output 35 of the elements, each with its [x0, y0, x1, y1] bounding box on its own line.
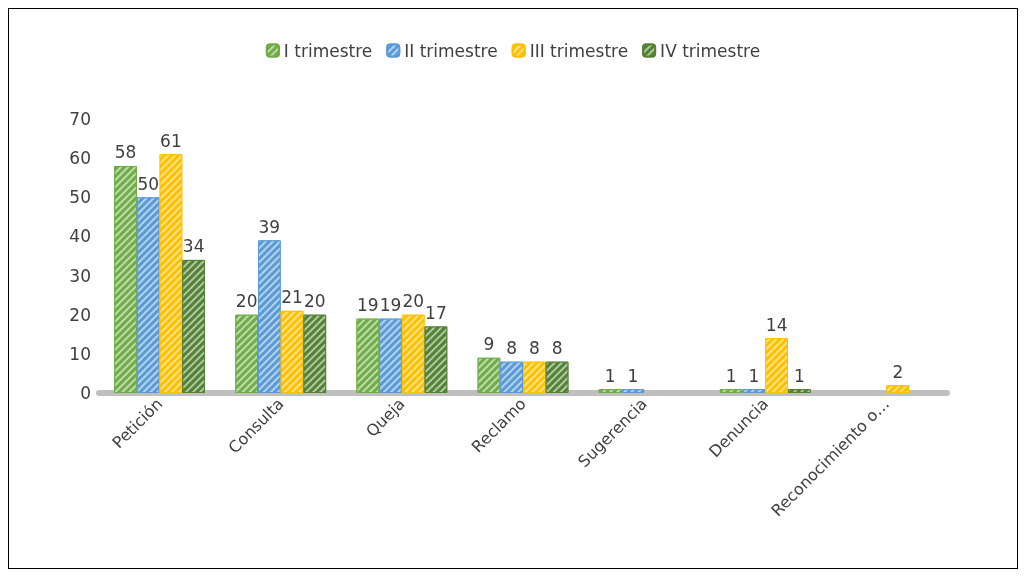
data-label: 1 [604, 365, 616, 386]
y-tick-label: 20 [69, 304, 91, 325]
y-tick-label: 10 [69, 343, 91, 364]
y-tick-label: 60 [69, 148, 91, 169]
legend-label: II trimestre [404, 40, 498, 61]
data-label: 20 [402, 291, 425, 312]
data-label: 9 [483, 334, 495, 355]
legend-label: III trimestre [529, 40, 629, 61]
data-label: 19 [356, 295, 379, 316]
data-label: 8 [506, 338, 518, 359]
y-tick-label: 40 [69, 226, 91, 247]
data-label: 34 [182, 236, 205, 257]
data-label: 58 [114, 142, 137, 163]
data-label: 1 [793, 365, 805, 386]
y-tick-label: 70 [69, 109, 91, 129]
data-label: 20 [235, 291, 258, 312]
y-tick-label: 0 [80, 383, 91, 403]
data-label: 1 [725, 365, 737, 386]
data-label: 8 [551, 338, 563, 359]
data-label: 39 [258, 216, 281, 237]
data-label: 50 [137, 173, 160, 194]
data-label: 21 [281, 287, 303, 308]
data-label: 61 [160, 130, 182, 151]
data-label: 1 [627, 365, 639, 386]
data-label: 14 [765, 314, 788, 335]
legend-label: I trimestre [283, 40, 373, 61]
data-label: 17 [425, 302, 447, 323]
y-tick-label: 30 [69, 265, 91, 286]
data-label: 19 [379, 295, 402, 316]
data-label: 2 [892, 361, 904, 382]
y-tick-label: 50 [69, 187, 91, 208]
data-label: 1 [748, 365, 760, 386]
data-label: 8 [528, 338, 540, 359]
data-label: 20 [303, 291, 326, 312]
legend-label: IV trimestre [660, 40, 761, 61]
